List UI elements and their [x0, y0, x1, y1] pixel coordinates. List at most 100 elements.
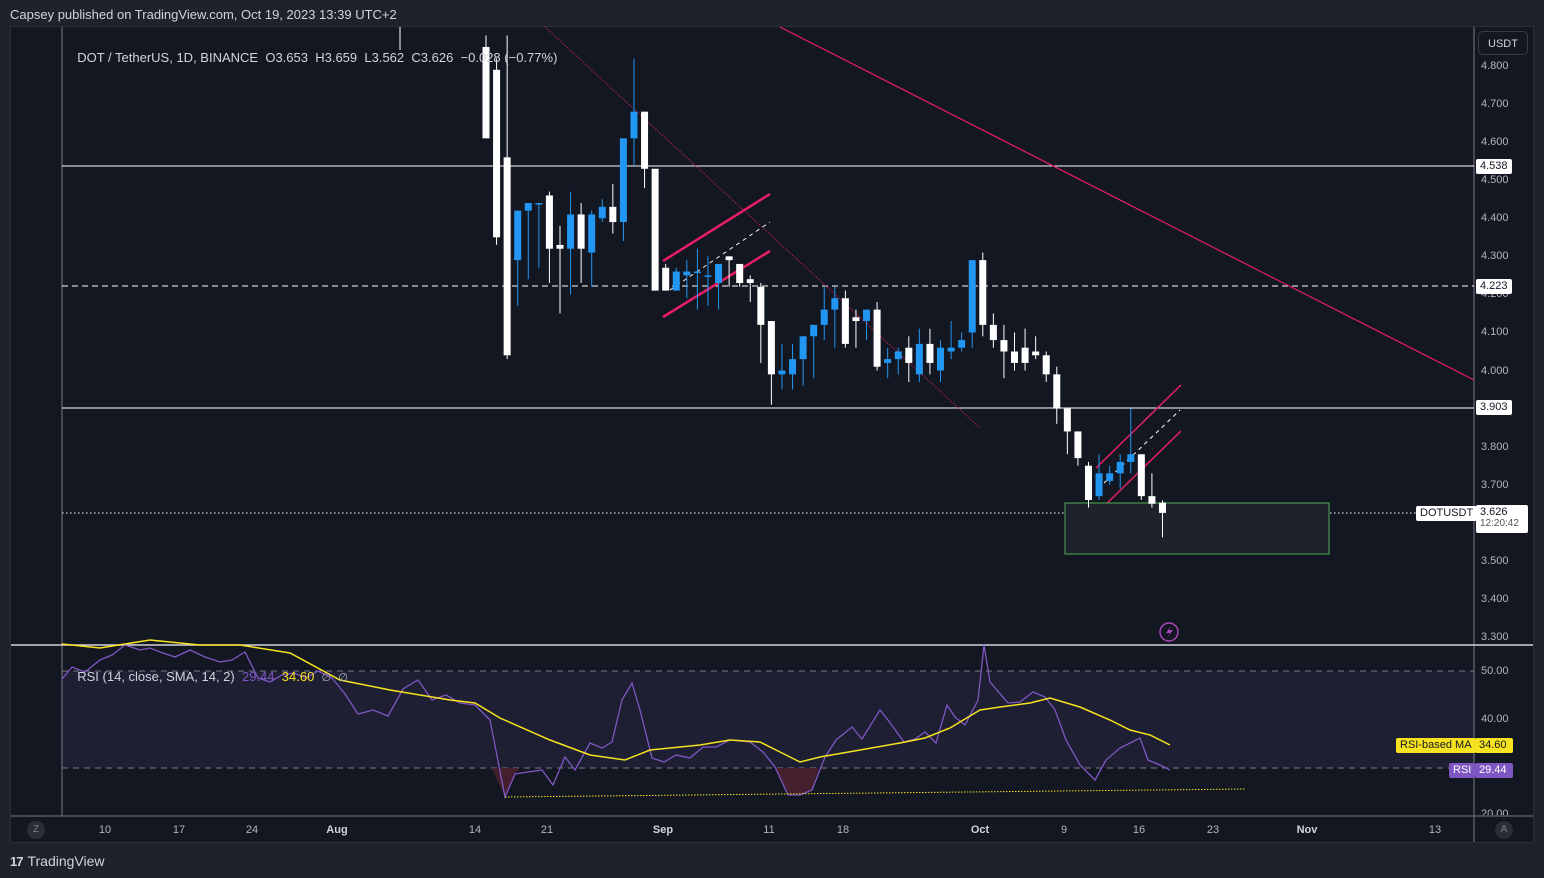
candle-body — [514, 210, 522, 261]
candle-body — [968, 260, 976, 333]
candle-body — [1053, 374, 1061, 409]
price-tick: 4.100 — [1481, 326, 1509, 339]
candle-body — [693, 271, 701, 274]
time-label: 11 — [763, 824, 775, 836]
flag-channel-lower — [662, 249, 771, 319]
price-level-tag: 4.223 — [1476, 278, 1512, 294]
candle-body — [630, 111, 638, 139]
rsi-legend: RSI (14, close, SMA, 14, 2) 29.44 34.60 … — [70, 654, 348, 684]
candle-body — [1084, 465, 1092, 500]
rsi-line — [61, 644, 1171, 800]
candle-body — [937, 347, 945, 371]
flag-channel-upper — [662, 192, 771, 263]
bar-countdown: 12:20:42 — [1480, 518, 1519, 529]
price-tick: 4.400 — [1481, 212, 1509, 225]
time-label: 18 — [836, 824, 850, 836]
price-tick: 3.300 — [1481, 631, 1509, 643]
price-tick: 4.500 — [1481, 174, 1509, 187]
candle-body — [672, 271, 680, 291]
ohlc-low: L3.562 — [364, 50, 405, 65]
candle-body — [577, 214, 585, 249]
rsi-ma-label-tag: RSI-based MA — [1396, 738, 1476, 753]
time-label: Sep — [652, 824, 674, 836]
rsi-tick-50: 50.00 — [1481, 665, 1509, 677]
ohlc-high: H3.659 — [315, 50, 358, 65]
price-tick: 4.600 — [1481, 136, 1509, 149]
candle-body — [979, 260, 987, 325]
rsi-ma-value: 34.60 — [281, 669, 315, 684]
ohlc-close: C3.626 — [411, 50, 454, 65]
candle-body — [1127, 454, 1135, 462]
price-tick: 4.800 — [1481, 60, 1509, 72]
candle-body — [1158, 502, 1166, 513]
candle-body — [619, 138, 627, 223]
candle-body — [799, 336, 807, 360]
candle-body — [1106, 473, 1114, 481]
time-label: Oct — [970, 824, 990, 836]
major-downtrend-line — [779, 26, 1475, 381]
price-tick: 4.300 — [1481, 250, 1509, 263]
candle-body — [873, 309, 881, 367]
candle-body — [1021, 347, 1029, 363]
published-header: Capsey published on TradingView.com, Oct… — [10, 7, 397, 22]
rsi-title[interactable]: RSI (14, close, SMA, 14, 2) — [77, 669, 235, 684]
time-label: Nov — [1296, 824, 1318, 836]
candle-body — [947, 347, 955, 352]
tradingview-brand: 17 TradingView — [10, 853, 105, 869]
time-label: Aug — [326, 824, 348, 836]
rsi-value: 29.44 — [241, 669, 275, 684]
last-price: 3.626 — [1480, 506, 1508, 518]
candle-body — [789, 359, 797, 375]
price-tick: 3.500 — [1481, 554, 1509, 567]
empty-value-icon: ∅ — [338, 672, 348, 684]
symbol-legend: DOT / TetherUS, 1D, BINANCE O3.653 H3.65… — [70, 35, 557, 65]
candle-body — [1095, 473, 1103, 497]
candle-body — [641, 111, 649, 169]
candle-body — [841, 298, 849, 344]
brand-name: TradingView — [27, 853, 105, 869]
price-change-pct: (−0.77%) — [504, 50, 558, 65]
candle-body — [778, 370, 786, 375]
candle-body — [989, 324, 997, 341]
empty-value-icon: ∅ — [321, 672, 332, 684]
bear-flag-mid — [1103, 409, 1181, 484]
candle-body — [704, 275, 712, 277]
rsi-tick-20: 20.00 — [1481, 808, 1509, 815]
price-change: −0.028 — [460, 50, 501, 65]
ohlc-open: O3.653 — [265, 50, 308, 65]
symbol-price-tag: DOTUSDT — [1416, 506, 1478, 521]
price-level-tag: 4.538 — [1476, 158, 1512, 174]
price-level-tag: 3.903 — [1476, 400, 1512, 416]
candle-body — [1063, 408, 1071, 432]
currency-button[interactable]: USDT — [1478, 31, 1528, 55]
candle-body — [1116, 461, 1124, 474]
candle-body — [503, 157, 511, 356]
rsi-label-tag: RSI — [1449, 763, 1476, 778]
support-zone-box — [1064, 502, 1330, 555]
price-tick: 4.000 — [1481, 364, 1509, 377]
last-price-tag: 3.626 12:20:42 — [1476, 505, 1528, 533]
candle-body — [746, 279, 754, 283]
symbol-name[interactable]: DOT / TetherUS, 1D, BINANCE — [77, 50, 259, 65]
time-label: 16 — [1132, 824, 1146, 836]
lightning-glyph-icon — [1166, 626, 1173, 638]
candle-body — [588, 214, 596, 253]
oversold-fill — [775, 768, 819, 795]
time-label: 9 — [1060, 824, 1068, 836]
zoom-reset-button[interactable]: Z — [27, 821, 45, 839]
candle-body — [863, 309, 871, 322]
rsi-ma-line — [61, 639, 1171, 763]
candle-body — [662, 267, 670, 291]
candle-body — [556, 244, 564, 249]
candle-body — [493, 69, 501, 238]
auto-scale-button[interactable]: A — [1495, 821, 1513, 839]
candle-body — [1148, 496, 1156, 504]
candle-body — [831, 298, 839, 310]
candle-body — [535, 203, 543, 205]
price-tick: 3.800 — [1481, 440, 1509, 453]
candle-body — [1032, 351, 1040, 356]
rsi-ma-value-tag: 34.60 — [1475, 738, 1513, 753]
candle-body — [915, 343, 923, 375]
tradingview-logo-icon: 17 — [10, 853, 24, 869]
